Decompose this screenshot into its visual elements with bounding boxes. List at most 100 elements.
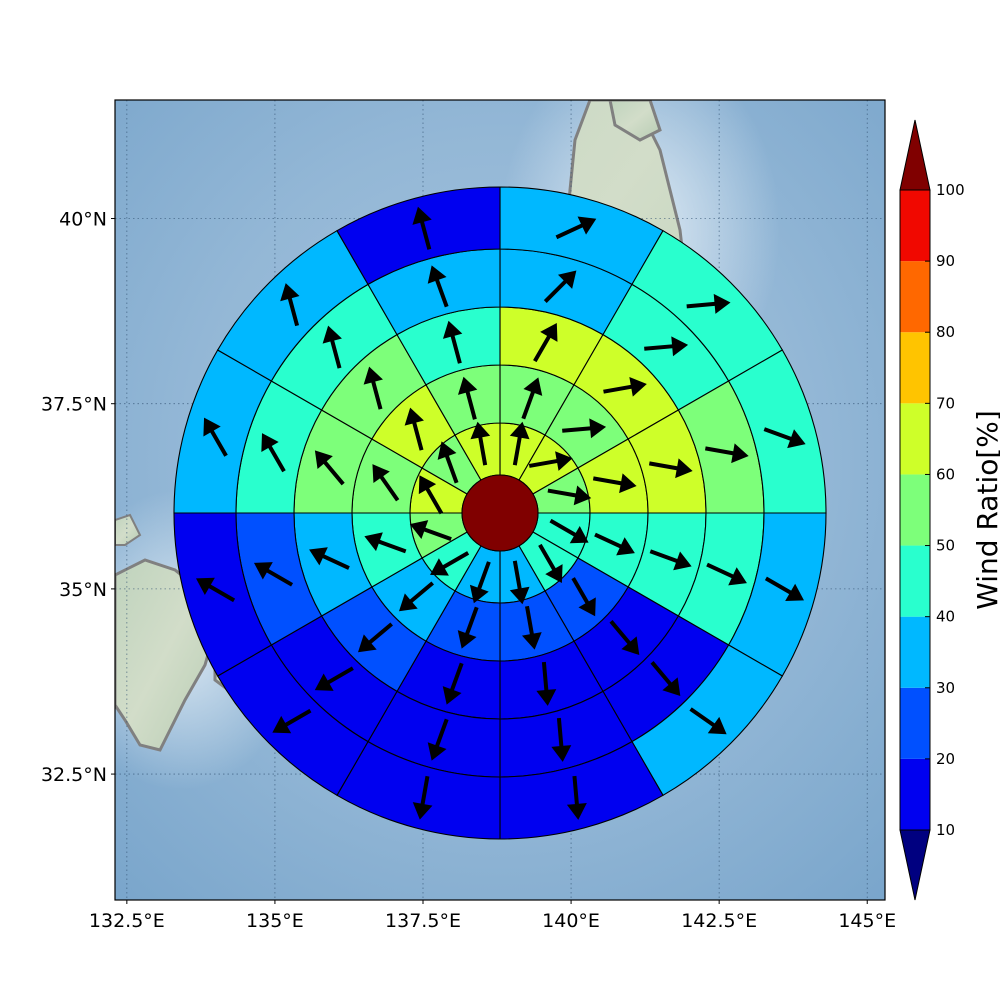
colorbar-tick-label: 60 [936, 465, 955, 483]
wind-arrow-r4-s5 [650, 661, 681, 697]
colorbar-tick-label: 30 [936, 679, 955, 697]
colorbar-tick-label: 90 [936, 252, 955, 270]
wind-arrow-r2-s2 [562, 418, 607, 439]
wind-arrow-r4-s8 [314, 666, 354, 691]
wind-arrow-r3-s10 [314, 450, 345, 486]
y-tick-label: 32.5°N [41, 764, 107, 786]
colorbar-tick-label: 20 [936, 750, 955, 768]
wind-arrow-r5-s2 [686, 293, 731, 314]
wind-arrow-r4-s12 [427, 265, 449, 308]
wind-arrow-r1-s11 [437, 441, 459, 484]
wind-arrow-r1-s7 [469, 561, 491, 604]
wind-arrow-r1-s9 [409, 520, 452, 542]
wind-arrow-r1-s12 [470, 421, 491, 466]
wind-arrow-r3-s6 [536, 661, 557, 706]
wind-arrow-r1-s4 [549, 518, 589, 544]
wind-arrow-r2-s4 [594, 532, 635, 556]
colorbar-tick-label: 50 [936, 537, 955, 555]
colorbar-frame [899, 189, 931, 831]
wind-arrow-r4-s3 [704, 443, 749, 464]
colorbar-extend-min [899, 829, 931, 901]
colorbar-bin [900, 758, 930, 830]
wind-arrow-r4-s4 [706, 562, 747, 586]
wind-arrow-r1-s6 [509, 560, 530, 605]
wind-arrow-r1-s10 [418, 475, 444, 515]
wind-arrow-r2-s10 [372, 464, 400, 502]
colorbar-bin [900, 190, 930, 262]
wind-arrow-r3-s1 [533, 322, 558, 363]
colorbar-tick-label: 10 [936, 821, 955, 839]
sector-rings [173, 186, 827, 840]
wind-arrow-r4-s10 [261, 433, 286, 473]
x-tick-label: 135°E [246, 910, 304, 932]
wind-arrow-r1-s8 [430, 551, 470, 576]
x-tick-label: 132.5°E [89, 910, 165, 932]
colorbar: 10 20 30 40 50 60 70 80 90 100 Wind Ratio[%] [899, 119, 1000, 901]
wind-arrow-r3-s8 [357, 622, 393, 653]
wind-arrow-r2-s5 [571, 577, 596, 617]
colorbar-tick-label: 100 [936, 181, 965, 199]
colorbar-bin [900, 616, 930, 688]
wind-arrow-r3-s4 [649, 549, 692, 571]
wind-arrow-r5-s5 [689, 707, 727, 735]
wind-arrow-r1-s1 [509, 421, 530, 466]
colorbar-bin [900, 687, 930, 759]
wind-arrow-r4-s9 [253, 562, 294, 587]
center-cell [461, 474, 539, 552]
wind-arrow-r1-s2 [528, 451, 573, 471]
wind-arrow-r5-s12 [412, 206, 432, 250]
colorbar-bin [900, 332, 930, 404]
wind-arrow-r5-s8 [272, 708, 312, 734]
wind-arrow-r5-s11 [280, 283, 300, 327]
wind-arrow-r5-s10 [203, 417, 228, 457]
colorbar-bin [900, 474, 930, 546]
x-tick-label: 145°E [838, 910, 896, 932]
colorbar-tick-label: 70 [936, 394, 955, 412]
wind-arrow-r3-s2 [603, 376, 647, 397]
wind-arrow-r3-s9 [309, 547, 350, 570]
wind-arrow-r1-s3 [547, 485, 592, 506]
map-frame [114, 99, 886, 901]
wind-arrow-r2-s3 [592, 473, 637, 494]
y-tick-label: 35°N [59, 579, 107, 601]
wind-arrow-r5-s3 [763, 427, 806, 449]
wind-arrow-r2-s6 [521, 605, 542, 650]
sector-r5-s12 [336, 186, 501, 286]
colorbar-tick-label: 80 [936, 323, 955, 341]
colorbar-bin [900, 545, 930, 617]
wind-arrow-r1-s5 [538, 543, 563, 583]
wind-arrow-r4-s7 [427, 718, 449, 761]
wind-arrow-r2-s11 [404, 407, 424, 451]
y-tick-label: 40°N [59, 209, 107, 231]
wind-arrow-r5-s4 [764, 576, 805, 602]
land-korea [115, 513, 142, 546]
wind-arrow-r2-s9 [364, 532, 407, 554]
wind-arrow-r5-s1 [555, 216, 597, 240]
wind-arrow-r2-s12 [457, 376, 478, 420]
x-tick-label: 137.5°E [385, 910, 461, 932]
wind-arrow-r4-s2 [644, 336, 689, 357]
wind-arrow-r4-s11 [322, 325, 342, 369]
wind-arrow-r5-s6 [566, 775, 587, 820]
wind-arrow-r3-s12 [442, 320, 463, 364]
wind-arrow-r4-s1 [543, 270, 577, 303]
colorbar-bin [900, 261, 930, 333]
wind-arrow-r3-s3 [648, 458, 693, 479]
x-tick-label: 140°E [542, 910, 600, 932]
x-tick-label: 142.5°E [681, 910, 757, 932]
wind-arrow-r5-s7 [412, 775, 433, 820]
colorbar-label: Wind Ratio[%] [971, 410, 1000, 610]
wind-arrow-r5-s9 [195, 577, 236, 603]
wind-arrow-r3-s5 [609, 620, 640, 656]
wind-arrow-r3-s11 [363, 366, 383, 410]
land-hokkaido [608, 100, 662, 142]
wind-arrow-r2-s8 [399, 581, 434, 612]
colorbar-tick-label: 40 [936, 608, 955, 626]
wind-arrow-r3-s7 [442, 662, 464, 705]
wind-arrow-r2-s7 [457, 606, 479, 649]
wind-arrows [195, 206, 806, 820]
wind-arrow-r2-s1 [521, 377, 543, 420]
colorbar-bin [900, 403, 930, 475]
